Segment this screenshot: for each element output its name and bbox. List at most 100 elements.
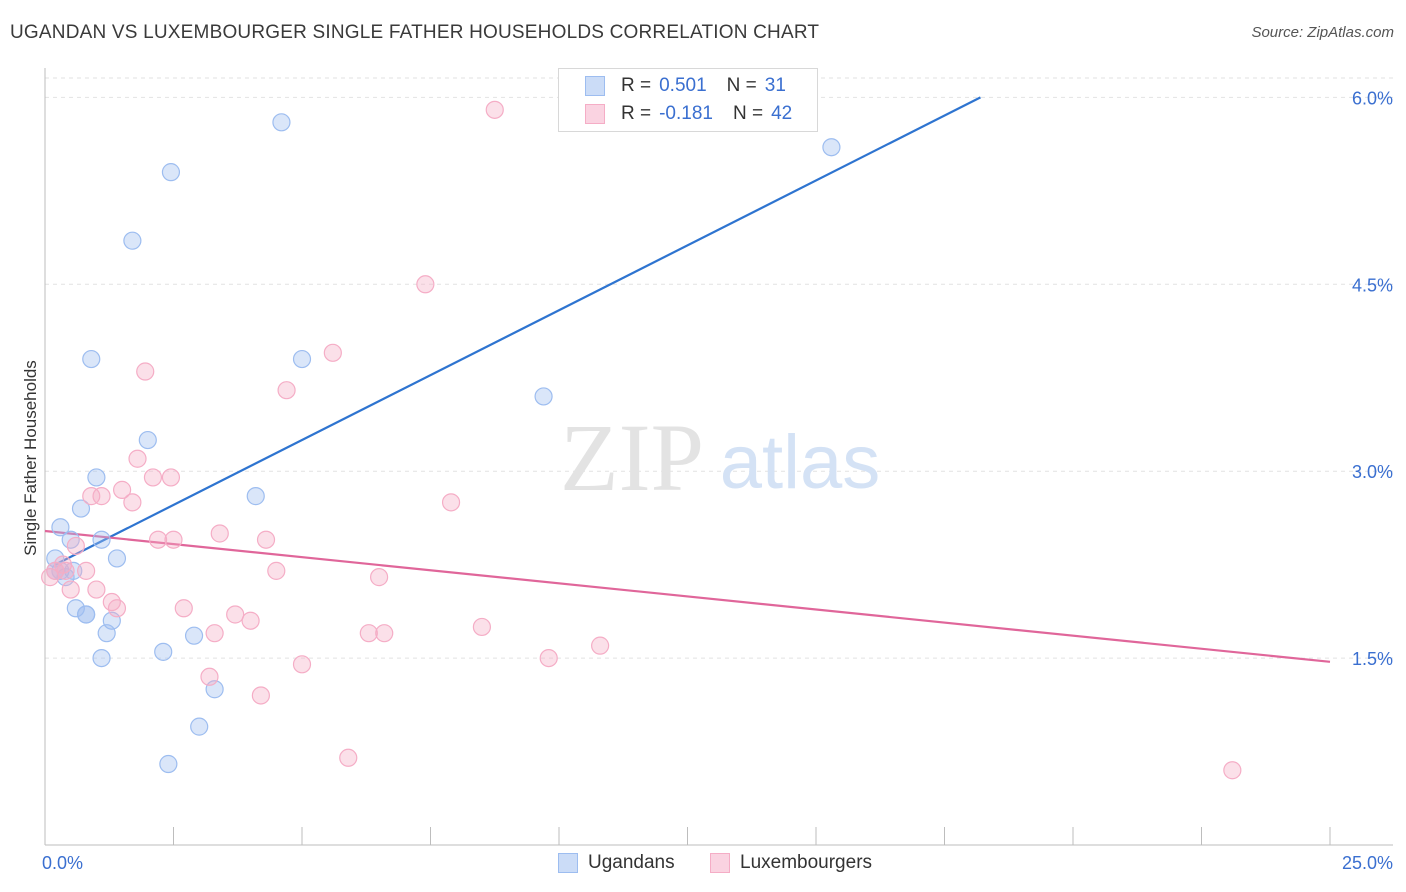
ugandans-point bbox=[154, 642, 173, 661]
ugandans-point bbox=[92, 530, 111, 549]
ugandans-point bbox=[66, 599, 85, 618]
ugandans-point bbox=[161, 163, 181, 182]
luxembourgers-point bbox=[66, 536, 85, 556]
legend-n-label: N = bbox=[732, 103, 764, 124]
luxembourgers-point bbox=[267, 561, 286, 580]
ugandans-point bbox=[190, 717, 209, 736]
luxembourgers-point bbox=[205, 624, 224, 643]
bottom-legend-swatch-ugandans bbox=[558, 853, 578, 873]
x-tick-label-min: 0.0% bbox=[42, 853, 83, 873]
ugandans-point bbox=[64, 561, 83, 580]
luxembourgers-point bbox=[441, 493, 461, 512]
legend-row-ugandans: R = 0.501 N = 31 bbox=[585, 72, 786, 100]
ugandans-point bbox=[77, 605, 96, 624]
ugandans-point bbox=[138, 430, 157, 450]
luxembourgers-point bbox=[174, 599, 193, 618]
legend-n-label: N = bbox=[726, 75, 757, 96]
grid-lines bbox=[45, 77, 1393, 659]
luxembourgers-point bbox=[277, 381, 296, 400]
luxembourgers-point bbox=[591, 636, 610, 655]
watermark-zip: ZIP bbox=[560, 404, 704, 511]
luxembourgers-point bbox=[107, 599, 127, 618]
luxembourgers-point bbox=[61, 580, 80, 599]
source-label: Source: ZipAtlas.com bbox=[1251, 24, 1394, 41]
luxembourgers-point bbox=[472, 617, 491, 637]
ugandans-point bbox=[822, 138, 841, 157]
luxembourgers-point bbox=[136, 362, 155, 381]
ugandans-point bbox=[71, 499, 91, 518]
ugandans-point bbox=[51, 518, 70, 537]
watermark-atlas: atlas bbox=[720, 420, 881, 505]
ugandans-point bbox=[534, 387, 553, 406]
legend-box: R = 0.501 N = 31 R = -0.181 N = 42 bbox=[558, 68, 818, 132]
luxembourgers-point bbox=[148, 530, 168, 549]
luxembourgers-point bbox=[92, 487, 111, 506]
y-tick-label: 4.5% bbox=[1352, 275, 1393, 295]
ugandans-point bbox=[184, 626, 204, 645]
legend-n-value: 42 bbox=[771, 103, 793, 124]
luxembourgers-point bbox=[251, 686, 270, 705]
axes bbox=[44, 68, 1393, 846]
luxembourgers-point bbox=[370, 568, 389, 587]
ugandans-point bbox=[123, 231, 142, 250]
legend-r-value: -0.181 bbox=[659, 103, 713, 124]
legend-r-value: 0.501 bbox=[659, 75, 707, 96]
y-tick-label: 6.0% bbox=[1352, 88, 1393, 108]
bottom-legend-label-ugandans: Ugandans bbox=[588, 852, 675, 873]
ugandans-point bbox=[92, 648, 111, 668]
luxembourgers-point bbox=[161, 468, 181, 487]
bottom-legend-ugandans: Ugandans bbox=[558, 852, 675, 874]
legend-row-luxembourgers: R = -0.181 N = 42 bbox=[585, 100, 793, 128]
luxembourgers-point bbox=[539, 648, 558, 668]
legend-r-label: R = bbox=[621, 103, 652, 124]
legend-swatch-ugandans bbox=[585, 76, 605, 96]
luxembourgers-point bbox=[323, 343, 342, 362]
x-tick-label-max: 25.0% bbox=[1342, 853, 1393, 873]
bottom-legend-swatch-luxembourgers bbox=[710, 853, 730, 873]
chart-title: UGANDAN VS LUXEMBOURGER SINGLE FATHER HO… bbox=[10, 22, 820, 43]
bottom-legend: Ugandans Luxembourgers bbox=[0, 852, 1406, 878]
ugandans-point bbox=[292, 349, 312, 369]
luxembourgers-point bbox=[112, 480, 132, 499]
ugandans-point bbox=[246, 487, 265, 506]
legend-swatch-luxembourgers bbox=[585, 104, 605, 124]
y-tick-label: 3.0% bbox=[1352, 462, 1393, 482]
ugandans-point bbox=[82, 349, 101, 369]
trend-lines bbox=[44, 96, 1331, 663]
luxembourgers-point bbox=[200, 667, 219, 686]
legend-r-label: R = bbox=[621, 75, 652, 96]
ugandans-point bbox=[87, 468, 106, 487]
luxembourgers-point bbox=[128, 449, 147, 468]
tick-labels: 1.5% 3.0% 4.5% 6.0% 0.0% 25.0% bbox=[42, 88, 1393, 873]
luxembourgers-point bbox=[210, 524, 229, 543]
luxembourgers-point bbox=[339, 748, 358, 767]
luxembourgers-point bbox=[123, 493, 142, 512]
luxembourgers-point bbox=[485, 100, 504, 119]
bottom-legend-luxembourgers: Luxembourgers bbox=[710, 852, 872, 874]
luxembourgers-point bbox=[77, 561, 96, 580]
ugandans-point bbox=[272, 113, 291, 132]
data-points bbox=[41, 100, 1242, 780]
luxembourgers-point bbox=[375, 624, 394, 643]
luxembourgers-point bbox=[56, 561, 75, 580]
luxembourgers-point bbox=[292, 655, 312, 674]
ugandans-trend-line bbox=[54, 96, 981, 566]
luxembourgers-trend-line bbox=[44, 529, 1331, 663]
luxembourgers-point bbox=[143, 468, 163, 487]
luxembourgers-point bbox=[1223, 761, 1242, 780]
luxembourgers-point bbox=[359, 624, 378, 643]
luxembourgers-point bbox=[241, 611, 260, 630]
y-tick-label: 1.5% bbox=[1352, 649, 1393, 669]
luxembourgers-point bbox=[416, 275, 435, 294]
luxembourgers-point bbox=[164, 530, 183, 549]
watermark: ZIP atlas bbox=[560, 404, 880, 511]
luxembourgers-point bbox=[226, 605, 245, 624]
ugandans-point bbox=[159, 754, 178, 774]
ugandans-point bbox=[107, 549, 127, 568]
luxembourgers-point bbox=[87, 580, 106, 599]
y-axis-label: Single Father Households bbox=[21, 360, 40, 556]
legend-n-value: 31 bbox=[764, 75, 786, 96]
luxembourgers-point bbox=[82, 487, 101, 506]
bottom-legend-label-luxembourgers: Luxembourgers bbox=[740, 852, 873, 873]
